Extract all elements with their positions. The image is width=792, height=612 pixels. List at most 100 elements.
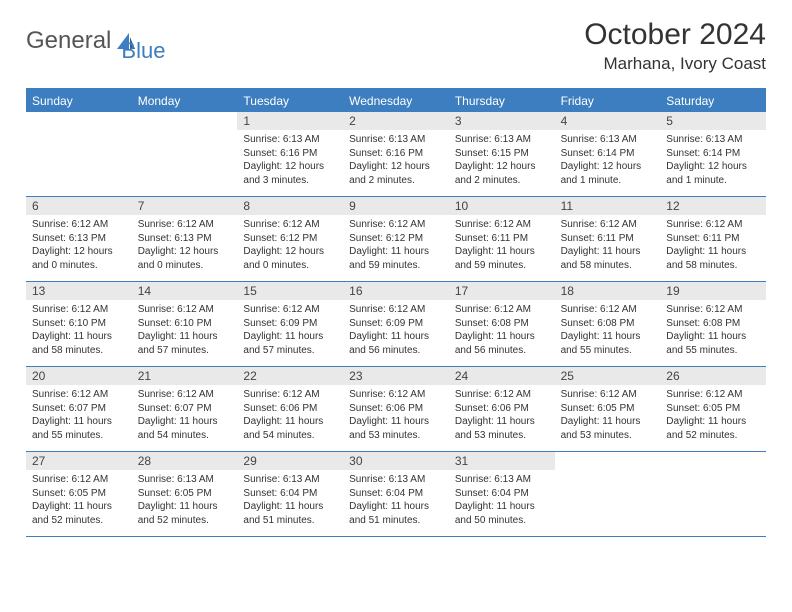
day-details: Sunrise: 6:12 AMSunset: 6:13 PMDaylight:… <box>26 215 132 276</box>
calendar-week-row: 13Sunrise: 6:12 AMSunset: 6:10 PMDayligh… <box>26 282 766 367</box>
sunset-line: Sunset: 6:04 PM <box>243 487 337 501</box>
day-details: Sunrise: 6:12 AMSunset: 6:05 PMDaylight:… <box>26 470 132 531</box>
calendar-week-row: 1Sunrise: 6:13 AMSunset: 6:16 PMDaylight… <box>26 112 766 197</box>
sunset-line: Sunset: 6:13 PM <box>138 232 232 246</box>
sunset-line: Sunset: 6:11 PM <box>666 232 760 246</box>
daylight-line: Daylight: 11 hours and 59 minutes. <box>349 245 443 272</box>
calendar-day-cell: 2Sunrise: 6:13 AMSunset: 6:16 PMDaylight… <box>343 112 449 196</box>
sunrise-line: Sunrise: 6:13 AM <box>455 473 549 487</box>
day-details: Sunrise: 6:12 AMSunset: 6:10 PMDaylight:… <box>132 300 238 361</box>
day-details: Sunrise: 6:13 AMSunset: 6:04 PMDaylight:… <box>343 470 449 531</box>
calendar-day-cell: 15Sunrise: 6:12 AMSunset: 6:09 PMDayligh… <box>237 282 343 366</box>
day-number: 22 <box>237 367 343 385</box>
daylight-line: Daylight: 11 hours and 58 minutes. <box>561 245 655 272</box>
sunrise-line: Sunrise: 6:13 AM <box>138 473 232 487</box>
sunset-line: Sunset: 6:08 PM <box>455 317 549 331</box>
sunrise-line: Sunrise: 6:12 AM <box>666 388 760 402</box>
day-details: Sunrise: 6:12 AMSunset: 6:09 PMDaylight:… <box>237 300 343 361</box>
day-number: 15 <box>237 282 343 300</box>
sunset-line: Sunset: 6:08 PM <box>666 317 760 331</box>
sunrise-line: Sunrise: 6:12 AM <box>32 473 126 487</box>
sunset-line: Sunset: 6:06 PM <box>243 402 337 416</box>
day-number: 9 <box>343 197 449 215</box>
calendar-week-row: 6Sunrise: 6:12 AMSunset: 6:13 PMDaylight… <box>26 197 766 282</box>
day-number: 28 <box>132 452 238 470</box>
header: General Blue October 2024 Marhana, Ivory… <box>26 18 766 74</box>
day-number: 25 <box>555 367 661 385</box>
calendar-day-cell: 10Sunrise: 6:12 AMSunset: 6:11 PMDayligh… <box>449 197 555 281</box>
daylight-line: Daylight: 11 hours and 59 minutes. <box>455 245 549 272</box>
daylight-line: Daylight: 12 hours and 3 minutes. <box>243 160 337 187</box>
sunset-line: Sunset: 6:16 PM <box>349 147 443 161</box>
calendar-day-cell: 16Sunrise: 6:12 AMSunset: 6:09 PMDayligh… <box>343 282 449 366</box>
day-number: 20 <box>26 367 132 385</box>
sunset-line: Sunset: 6:06 PM <box>349 402 443 416</box>
day-details: Sunrise: 6:13 AMSunset: 6:05 PMDaylight:… <box>132 470 238 531</box>
daylight-line: Daylight: 11 hours and 56 minutes. <box>455 330 549 357</box>
sunrise-line: Sunrise: 6:12 AM <box>243 388 337 402</box>
calendar-blank-cell <box>132 112 238 196</box>
daylight-line: Daylight: 12 hours and 0 minutes. <box>32 245 126 272</box>
daylight-line: Daylight: 11 hours and 54 minutes. <box>243 415 337 442</box>
daylight-line: Daylight: 11 hours and 56 minutes. <box>349 330 443 357</box>
sunset-line: Sunset: 6:12 PM <box>349 232 443 246</box>
day-details: Sunrise: 6:12 AMSunset: 6:09 PMDaylight:… <box>343 300 449 361</box>
calendar-day-cell: 5Sunrise: 6:13 AMSunset: 6:14 PMDaylight… <box>660 112 766 196</box>
sunset-line: Sunset: 6:04 PM <box>455 487 549 501</box>
day-details: Sunrise: 6:12 AMSunset: 6:05 PMDaylight:… <box>660 385 766 446</box>
day-details: Sunrise: 6:12 AMSunset: 6:07 PMDaylight:… <box>26 385 132 446</box>
sunrise-line: Sunrise: 6:12 AM <box>561 388 655 402</box>
day-number: 7 <box>132 197 238 215</box>
day-number: 12 <box>660 197 766 215</box>
calendar-day-cell: 14Sunrise: 6:12 AMSunset: 6:10 PMDayligh… <box>132 282 238 366</box>
day-details: Sunrise: 6:12 AMSunset: 6:10 PMDaylight:… <box>26 300 132 361</box>
sunrise-line: Sunrise: 6:12 AM <box>349 218 443 232</box>
sunrise-line: Sunrise: 6:13 AM <box>561 133 655 147</box>
daylight-line: Daylight: 11 hours and 57 minutes. <box>138 330 232 357</box>
daylight-line: Daylight: 11 hours and 52 minutes. <box>138 500 232 527</box>
weekday-header: Monday <box>132 90 238 112</box>
daylight-line: Daylight: 11 hours and 55 minutes. <box>666 330 760 357</box>
day-details: Sunrise: 6:12 AMSunset: 6:08 PMDaylight:… <box>660 300 766 361</box>
weekday-header: Wednesday <box>343 90 449 112</box>
day-number: 23 <box>343 367 449 385</box>
sunrise-line: Sunrise: 6:13 AM <box>349 473 443 487</box>
sunrise-line: Sunrise: 6:12 AM <box>32 388 126 402</box>
day-number: 10 <box>449 197 555 215</box>
day-number: 18 <box>555 282 661 300</box>
day-details: Sunrise: 6:12 AMSunset: 6:11 PMDaylight:… <box>449 215 555 276</box>
daylight-line: Daylight: 12 hours and 1 minute. <box>666 160 760 187</box>
daylight-line: Daylight: 11 hours and 51 minutes. <box>349 500 443 527</box>
sunset-line: Sunset: 6:11 PM <box>455 232 549 246</box>
calendar-week-row: 27Sunrise: 6:12 AMSunset: 6:05 PMDayligh… <box>26 452 766 537</box>
sunset-line: Sunset: 6:08 PM <box>561 317 655 331</box>
sunset-line: Sunset: 6:15 PM <box>455 147 549 161</box>
calendar-day-cell: 23Sunrise: 6:12 AMSunset: 6:06 PMDayligh… <box>343 367 449 451</box>
sunset-line: Sunset: 6:16 PM <box>243 147 337 161</box>
calendar-day-cell: 29Sunrise: 6:13 AMSunset: 6:04 PMDayligh… <box>237 452 343 536</box>
day-number: 27 <box>26 452 132 470</box>
daylight-line: Daylight: 11 hours and 55 minutes. <box>561 330 655 357</box>
day-number: 16 <box>343 282 449 300</box>
day-details: Sunrise: 6:12 AMSunset: 6:08 PMDaylight:… <box>449 300 555 361</box>
sunrise-line: Sunrise: 6:13 AM <box>243 133 337 147</box>
daylight-line: Daylight: 12 hours and 2 minutes. <box>455 160 549 187</box>
daylight-line: Daylight: 11 hours and 53 minutes. <box>561 415 655 442</box>
sunset-line: Sunset: 6:05 PM <box>138 487 232 501</box>
day-details: Sunrise: 6:12 AMSunset: 6:11 PMDaylight:… <box>555 215 661 276</box>
location-label: Marhana, Ivory Coast <box>584 54 766 74</box>
sunset-line: Sunset: 6:10 PM <box>32 317 126 331</box>
day-details: Sunrise: 6:12 AMSunset: 6:11 PMDaylight:… <box>660 215 766 276</box>
calendar-day-cell: 21Sunrise: 6:12 AMSunset: 6:07 PMDayligh… <box>132 367 238 451</box>
calendar-day-cell: 11Sunrise: 6:12 AMSunset: 6:11 PMDayligh… <box>555 197 661 281</box>
day-number: 2 <box>343 112 449 130</box>
day-number: 24 <box>449 367 555 385</box>
calendar-day-cell: 25Sunrise: 6:12 AMSunset: 6:05 PMDayligh… <box>555 367 661 451</box>
day-number: 14 <box>132 282 238 300</box>
day-details: Sunrise: 6:13 AMSunset: 6:16 PMDaylight:… <box>237 130 343 191</box>
sunset-line: Sunset: 6:13 PM <box>32 232 126 246</box>
calendar-day-cell: 1Sunrise: 6:13 AMSunset: 6:16 PMDaylight… <box>237 112 343 196</box>
sunrise-line: Sunrise: 6:12 AM <box>455 218 549 232</box>
calendar-day-cell: 8Sunrise: 6:12 AMSunset: 6:12 PMDaylight… <box>237 197 343 281</box>
day-details: Sunrise: 6:12 AMSunset: 6:12 PMDaylight:… <box>343 215 449 276</box>
